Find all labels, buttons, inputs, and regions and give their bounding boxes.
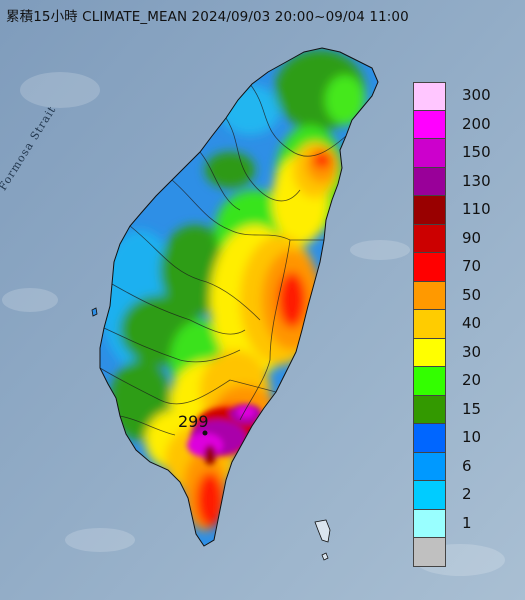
legend-swatch [413, 224, 446, 253]
island-outline [99, 47, 379, 547]
legend-label: 110 [462, 200, 491, 219]
legend-label: 150 [462, 143, 491, 162]
legend-swatch [413, 253, 446, 282]
cloud-texture [2, 72, 505, 576]
legend-label: 300 [462, 86, 491, 105]
legend-swatch [413, 538, 446, 567]
peak-marker [202, 430, 208, 436]
legend-swatch [413, 338, 446, 367]
legend-swatch [413, 310, 446, 339]
legend-label: 90 [462, 228, 482, 247]
legend-swatch [413, 509, 446, 538]
legend-swatch [413, 481, 446, 510]
legend-label: 70 [462, 257, 482, 276]
legend-swatch [413, 196, 446, 225]
legend-swatch [413, 452, 446, 481]
legend-label: 40 [462, 314, 482, 333]
legend-label: 20 [462, 371, 482, 390]
offshore-islands [91, 307, 331, 561]
legend-swatch [413, 82, 446, 111]
legend-label: 2 [462, 485, 472, 504]
legend-swatch [413, 167, 446, 196]
legend-swatch [413, 367, 446, 396]
map-title: 累積15小時 CLIMATE_MEAN 2024/09/03 20:00~09/… [6, 9, 409, 25]
peak-value-label: 299 [178, 412, 209, 431]
legend-swatch [413, 424, 446, 453]
legend-label: 200 [462, 114, 491, 133]
legend-swatch [413, 395, 446, 424]
legend-swatch [413, 281, 446, 310]
legend-label: 1 [462, 513, 472, 532]
legend-swatch [413, 110, 446, 139]
legend-label: 15 [462, 399, 482, 418]
legend-label: 30 [462, 342, 482, 361]
legend-swatch [413, 139, 446, 168]
legend-label: 10 [462, 428, 482, 447]
legend-label: 6 [462, 456, 472, 475]
legend-label: 50 [462, 285, 482, 304]
legend-label: 130 [462, 171, 491, 190]
